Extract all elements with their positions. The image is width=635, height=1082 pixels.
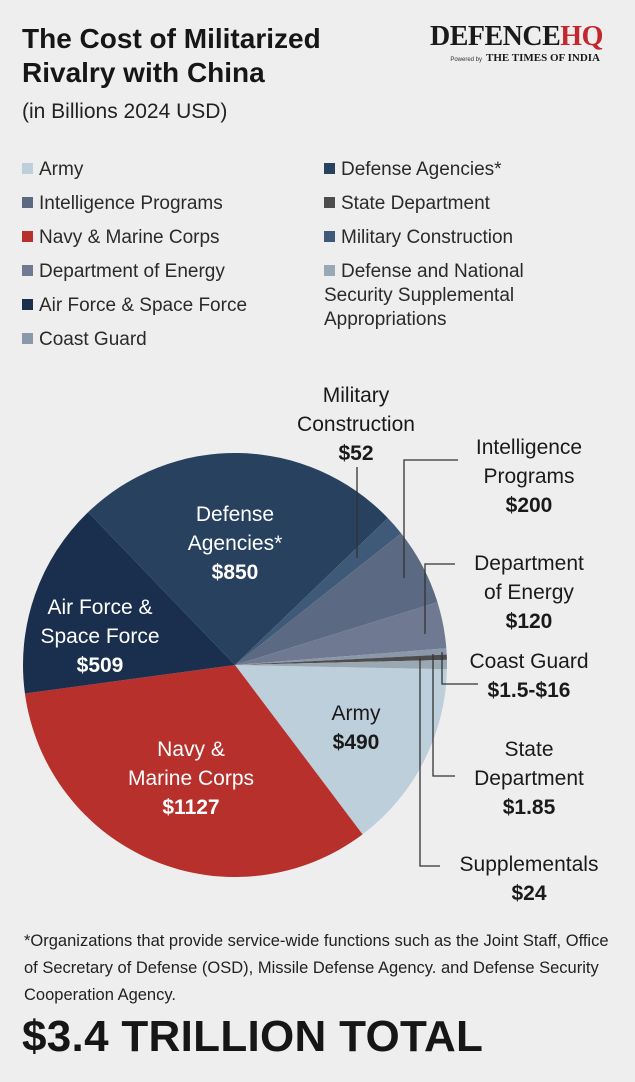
pie-slice-army [235, 665, 447, 835]
legend-item-supplemental: Defense and National Security Supplement… [324, 260, 569, 332]
leader-line-intelligence-programs [403, 459, 458, 578]
legend-swatch [324, 265, 335, 276]
legend-label: Air Force & Space Force [39, 295, 248, 316]
pie-slice-department-of-energy [235, 602, 447, 665]
leader-line-state-department [432, 654, 455, 777]
pie-slice-intelligence-programs [235, 533, 438, 665]
callout-leaders [356, 459, 478, 867]
pie-slice-state-department [235, 654, 447, 665]
footnote: *Organizations that provide service-wide… [24, 932, 609, 1004]
legend-label: Army [39, 159, 84, 180]
legend-item-construction: Military Construction [324, 226, 513, 250]
pie-slice-coast-guard [235, 648, 447, 665]
legend-item-airforce: Air Force & Space Force [22, 294, 247, 318]
legend-item-army: Army [22, 158, 83, 182]
legend-swatch [22, 265, 33, 276]
legend-swatch [22, 163, 33, 174]
pie-slice-military-construction [235, 518, 402, 665]
brand-name-accent: HQ [560, 21, 603, 52]
legend-swatch [22, 299, 33, 310]
pie-slice-supplementals [235, 659, 448, 670]
legend-item-navy: Navy & Marine Corps [22, 226, 220, 250]
legend-item-coastguard: Coast Guard [22, 328, 147, 352]
slice-label-army: Army $490 [332, 702, 381, 754]
legend-label: State Department [341, 193, 490, 214]
page-subtitle: (in Billions 2024 USD) [22, 100, 228, 123]
slice-label-supplementals: Supplementals $24 [460, 853, 599, 905]
brand-powered-by: Powered by [450, 57, 482, 63]
slice-label-department-of-energy: Department of Energy $120 [474, 552, 584, 633]
page-title: The Cost of Militarized Rivalry with Chi… [22, 23, 321, 88]
slice-label-defense-agencies: Defense Agencies* $850 [188, 503, 283, 584]
pie-slice-air-force-space-force [22, 512, 235, 694]
pie-slice-navy-marine-corps [24, 665, 363, 877]
legend-label: Military Construction [341, 227, 514, 248]
legend-item-energy: Department of Energy [22, 260, 225, 284]
slice-label-military-construction: Military Construction $52 [297, 384, 415, 465]
legend-label: Defense and National Security Supplement… [324, 261, 524, 330]
leader-line-coast-guard [441, 652, 478, 685]
chart-legend: Army Intelligence Programs Navy & Marine… [22, 158, 622, 358]
legend-label: Department of Energy [39, 261, 225, 282]
legend-label: Navy & Marine Corps [39, 227, 220, 248]
legend-swatch [324, 197, 335, 208]
legend-swatch [22, 333, 33, 344]
pie-slice-defense-agencies [88, 453, 388, 665]
legend-swatch [22, 197, 33, 208]
legend-swatch [324, 163, 335, 174]
brand-name: DEFENCEHQ [430, 22, 630, 52]
slice-label-navy-marine-corps: Navy & Marine Corps $1127 [128, 738, 254, 819]
legend-item-intelligence: Intelligence Programs [22, 192, 223, 216]
legend-label: Defense Agencies* [341, 159, 502, 180]
legend-label: Intelligence Programs [39, 193, 223, 214]
brand-logo: DEFENCEHQ Powered by THE TIMES OF INDIA [430, 22, 630, 65]
slice-label-intelligence-programs: Intelligence Programs $200 [476, 436, 582, 517]
legend-item-state: State Department [324, 192, 490, 216]
total-amount: $3.4 TRILLION TOTAL [22, 1012, 484, 1061]
slice-label-state-department: State Department $1.85 [474, 738, 584, 819]
slice-label-air-force-space-force: Air Force & Space Force $509 [40, 596, 159, 677]
legend-item-agencies: Defense Agencies* [324, 158, 502, 182]
brand-partner-name: THE TIMES OF INDIA [486, 52, 600, 64]
leader-line-supplementals [419, 658, 440, 867]
brand-name-dark: DEFENCE [430, 21, 561, 52]
slice-label-coast-guard: Coast Guard $1.5-$16 [469, 650, 588, 702]
brand-partner: Powered by THE TIMES OF INDIA [430, 52, 600, 64]
pie-slices [22, 453, 448, 877]
legend-swatch [324, 231, 335, 242]
leader-line-department-of-energy [424, 563, 455, 634]
legend-label: Coast Guard [39, 329, 147, 350]
slice-labels: Army $490 Navy & Marine Corps $1127 Air Force… [40, 384, 598, 905]
legend-swatch [22, 231, 33, 242]
